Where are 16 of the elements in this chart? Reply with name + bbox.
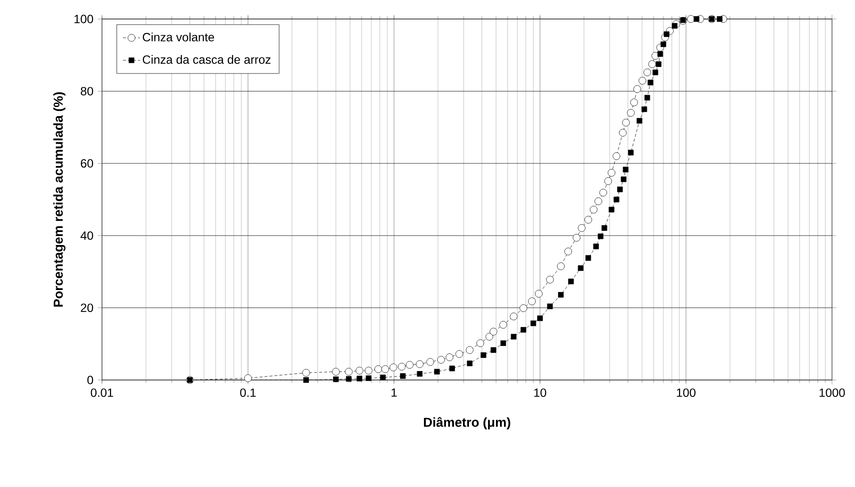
x-tick-label: 1 bbox=[392, 388, 397, 397]
x-tick-label: 100 bbox=[676, 388, 696, 397]
y-tick-label: 40 bbox=[80, 231, 94, 240]
x-tick-label: 0.01 bbox=[90, 388, 114, 397]
y-tick-label: 60 bbox=[80, 159, 94, 168]
x-axis-title: Diâmetro (μm) bbox=[424, 417, 510, 430]
x-tick-label: 0.1 bbox=[240, 388, 256, 397]
y-tick-label: 20 bbox=[80, 304, 94, 312]
y-tick-label: 100 bbox=[74, 14, 94, 24]
y-tick-label: 0 bbox=[87, 376, 94, 384]
x-tick-label: 10 bbox=[534, 388, 546, 397]
legend-label: Cinza volante bbox=[142, 32, 214, 42]
legend-label: Cinza da casca de arroz bbox=[142, 55, 270, 64]
y-axis-title: Porcentagem retida acumulada (%) bbox=[53, 92, 66, 307]
y-tick-label: 80 bbox=[80, 86, 94, 96]
x-tick-label: 1000 bbox=[820, 388, 845, 397]
